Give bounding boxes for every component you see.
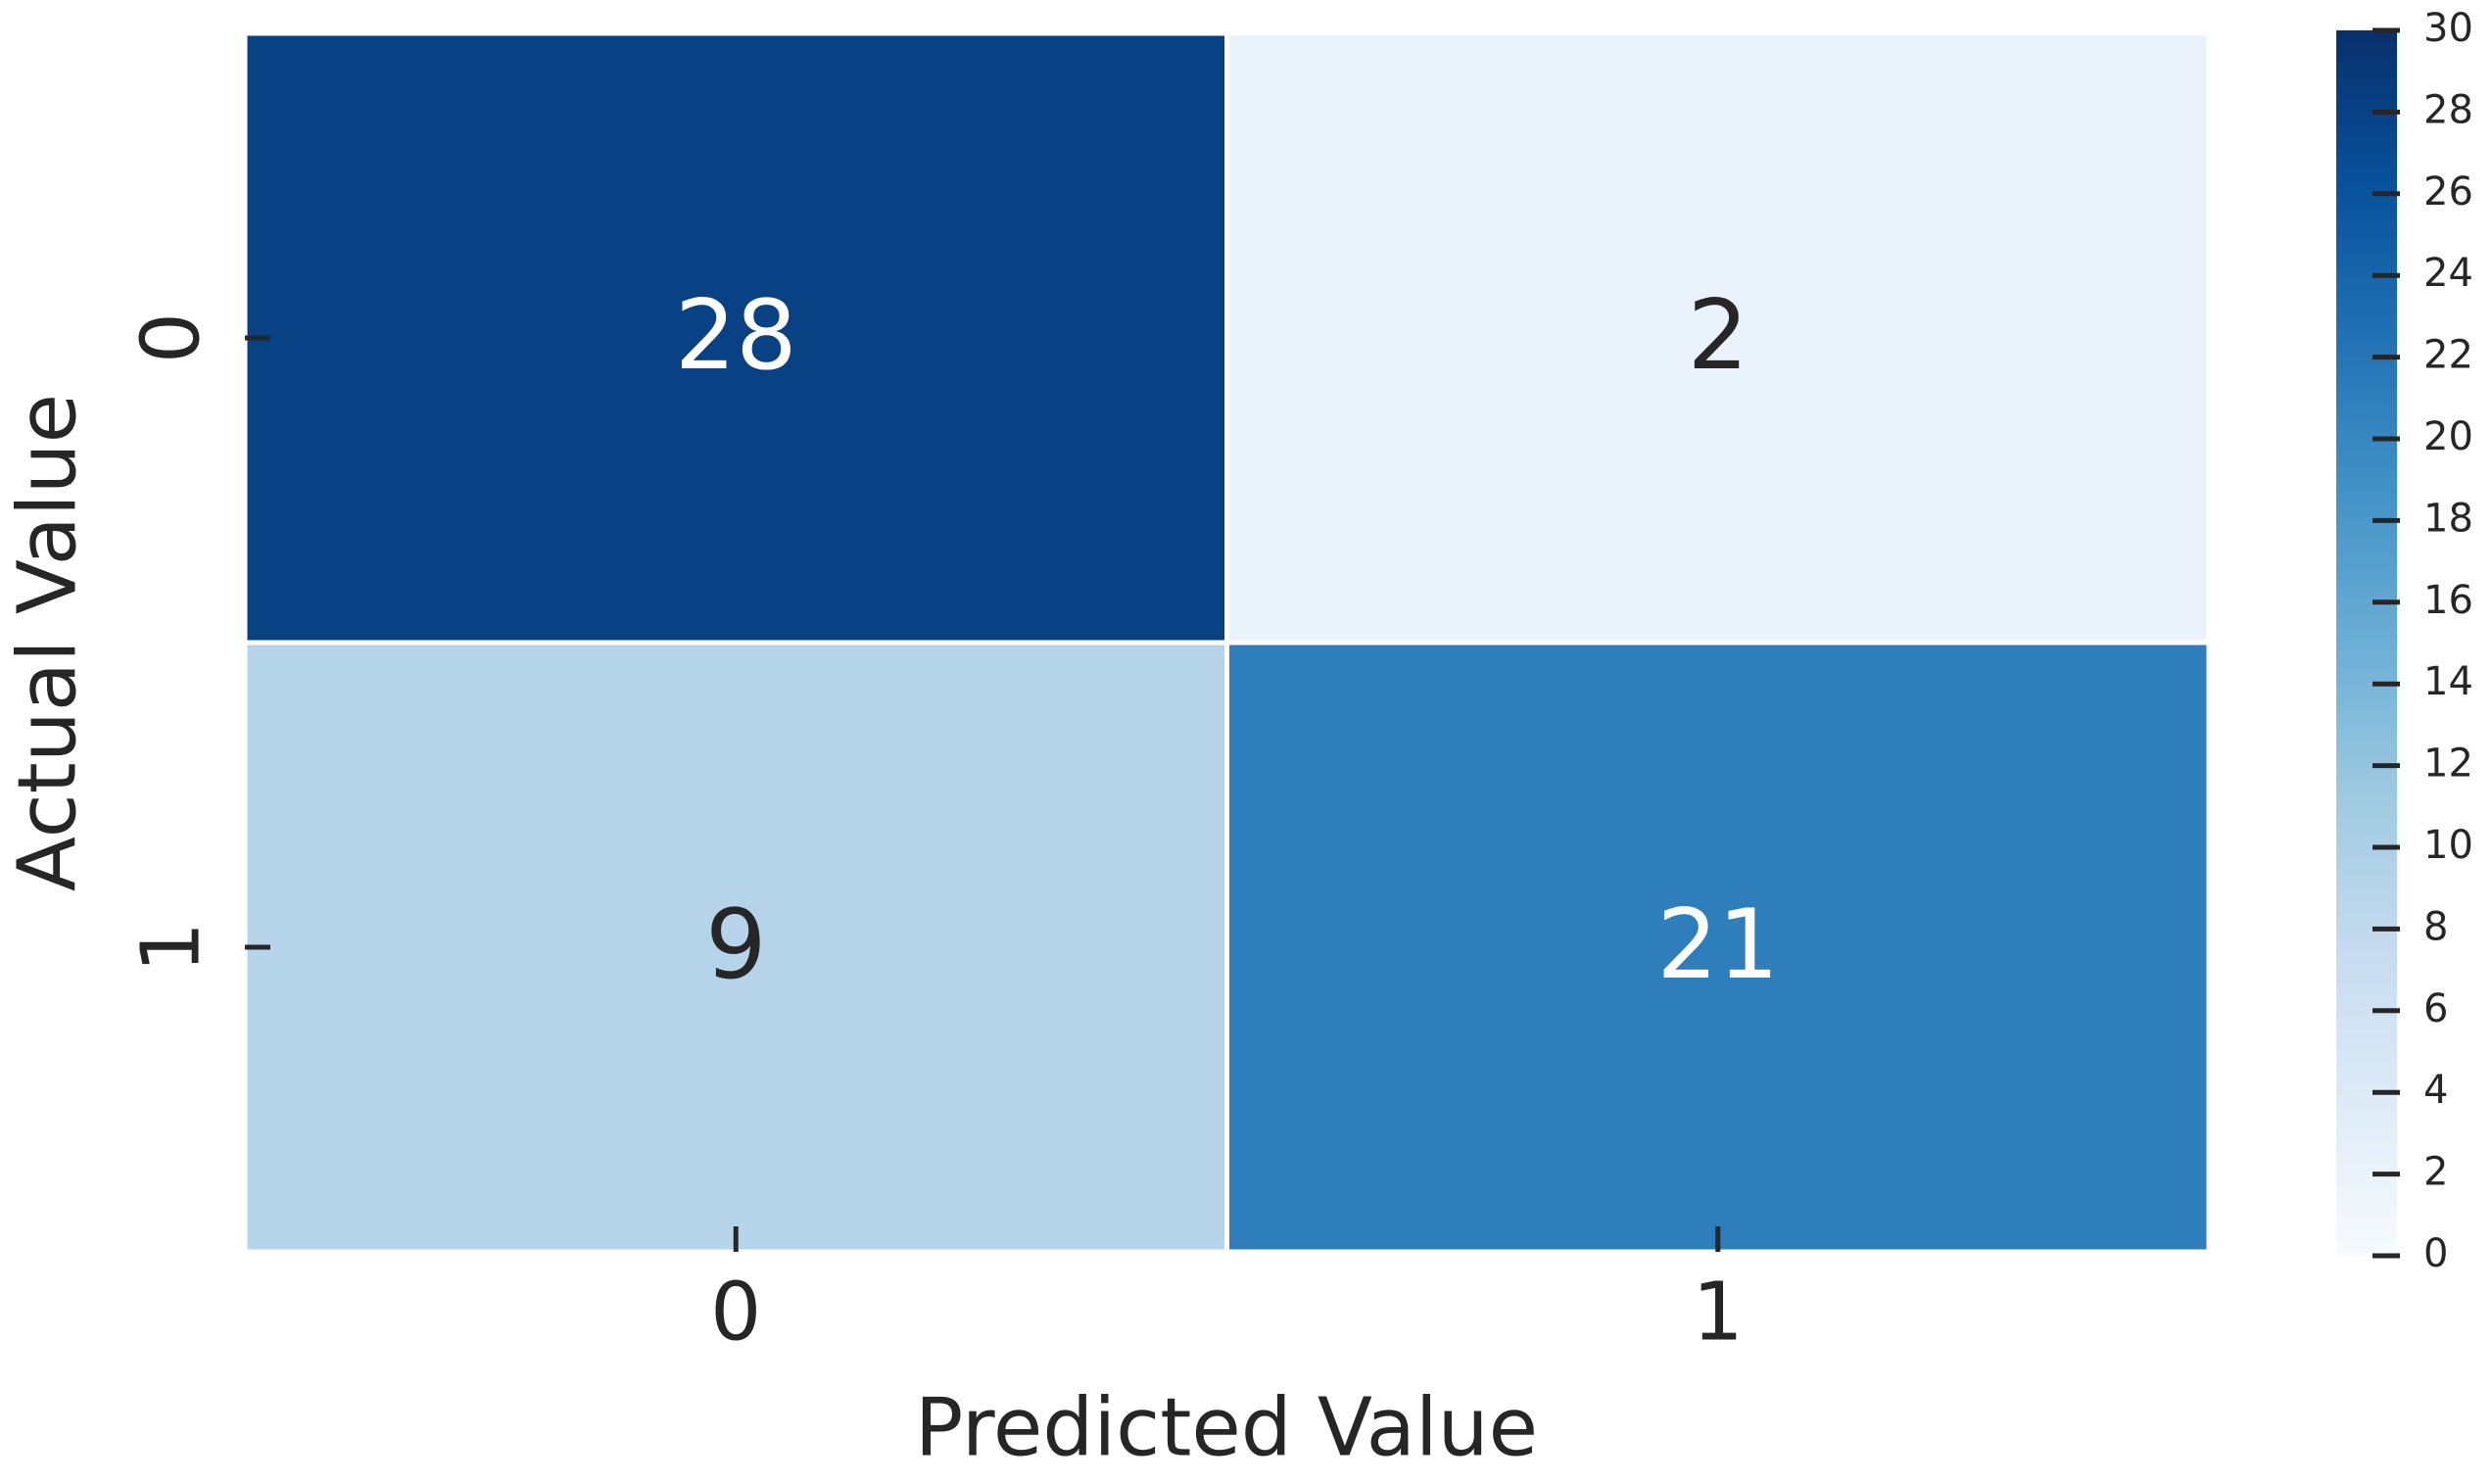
y-tick-label: 1 <box>124 922 217 973</box>
cell-annotation: 21 <box>1656 889 1779 1001</box>
y-tick-label: 0 <box>124 312 217 363</box>
cell-annotation: 9 <box>705 889 766 1001</box>
x-tick-label: 1 <box>1693 1266 1744 1359</box>
colorbar-tick-label: 10 <box>2423 823 2473 868</box>
colorbar-tick-label: 18 <box>2423 496 2473 541</box>
colorbar-tick-label: 22 <box>2423 333 2473 378</box>
heatmap-cell <box>242 30 1229 646</box>
colorbar <box>2336 30 2397 1256</box>
heatmap-cell <box>242 640 1229 1255</box>
y-axis-label: Actual Value <box>1 394 94 891</box>
colorbar-tick-label: 4 <box>2423 1068 2448 1113</box>
colorbar-tick-label: 6 <box>2423 986 2448 1031</box>
colorbar-tick-label: 2 <box>2423 1150 2448 1195</box>
colorbar-tick-label: 0 <box>2423 1231 2448 1276</box>
x-axis-label: Predicted Value <box>915 1381 1538 1474</box>
cell-annotation: 2 <box>1688 280 1749 392</box>
colorbar-tick-label: 20 <box>2423 414 2473 459</box>
colorbar-tick-label: 12 <box>2423 742 2473 787</box>
cell-annotation: 28 <box>675 280 797 392</box>
colorbar-tick-label: 24 <box>2423 251 2473 296</box>
heatmap-cell <box>1224 30 2212 646</box>
colorbar-tick-label: 26 <box>2423 169 2473 215</box>
heatmap-cell <box>1224 640 2212 1255</box>
colorbar-tick-label: 8 <box>2423 904 2448 949</box>
colorbar-tick-label: 14 <box>2423 659 2473 704</box>
colorbar-tick-label: 16 <box>2423 578 2473 623</box>
colorbar-tick-label: 28 <box>2423 87 2473 132</box>
x-tick-label: 0 <box>710 1266 761 1359</box>
colorbar-tick-label: 30 <box>2423 6 2473 51</box>
